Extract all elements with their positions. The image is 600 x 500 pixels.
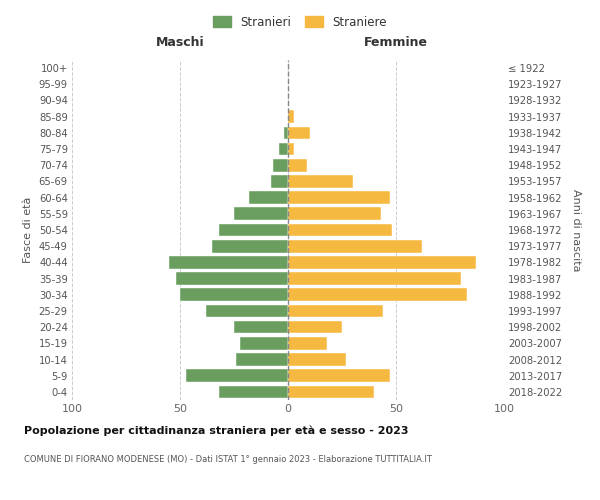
Text: Popolazione per cittadinanza straniera per età e sesso - 2023: Popolazione per cittadinanza straniera p… [24,425,409,436]
Text: Femmine: Femmine [364,36,428,49]
Bar [241,337,288,349]
Text: Maschi: Maschi [155,36,205,49]
Bar [271,175,288,188]
Bar [288,353,346,366]
Bar [288,110,295,123]
Y-axis label: Fasce di età: Fasce di età [23,197,33,263]
Bar [284,126,288,139]
Bar [288,142,295,156]
Bar [288,224,392,236]
Text: COMUNE DI FIORANO MODENESE (MO) - Dati ISTAT 1° gennaio 2023 - Elaborazione TUTT: COMUNE DI FIORANO MODENESE (MO) - Dati I… [24,455,432,464]
Bar [288,208,381,220]
Bar [234,208,288,220]
Bar [219,386,288,398]
Bar [288,386,374,398]
Bar [212,240,288,252]
Bar [288,256,476,268]
Bar [273,159,288,172]
Bar [288,159,307,172]
Bar [288,192,389,204]
Bar [288,321,342,334]
Bar [288,175,353,188]
Bar [288,272,461,285]
Y-axis label: Anni di nascita: Anni di nascita [571,188,581,271]
Bar [288,126,310,139]
Bar [288,288,467,301]
Bar [236,353,288,366]
Bar [176,272,288,285]
Bar [187,370,288,382]
Bar [169,256,288,268]
Bar [288,304,383,318]
Bar [206,304,288,318]
Bar [280,142,288,156]
Bar [288,337,327,349]
Legend: Stranieri, Straniere: Stranieri, Straniere [208,11,392,34]
Bar [234,321,288,334]
Bar [219,224,288,236]
Bar [180,288,288,301]
Bar [288,240,422,252]
Bar [249,192,288,204]
Bar [288,370,389,382]
